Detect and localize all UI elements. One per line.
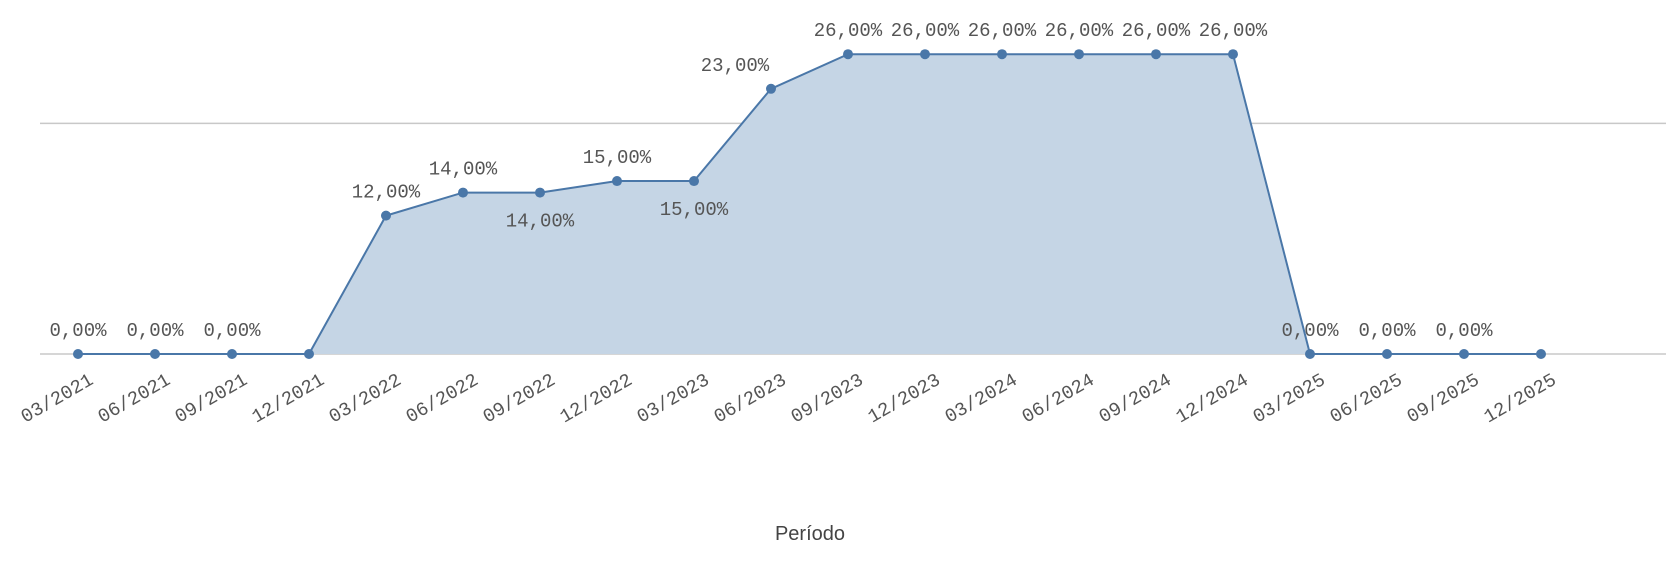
data-label: 23,00% bbox=[701, 55, 770, 77]
x-tick-label: 12/2025 bbox=[1480, 369, 1560, 428]
x-tick-label: 09/2025 bbox=[1403, 369, 1483, 428]
point bbox=[997, 49, 1007, 60]
x-tick-label: 09/2024 bbox=[1095, 369, 1175, 428]
point bbox=[766, 83, 776, 94]
x-tick-label: 09/2023 bbox=[787, 369, 867, 428]
x-axis-title: Período bbox=[775, 523, 845, 545]
point bbox=[689, 176, 699, 187]
data-label: 0,00% bbox=[1435, 320, 1493, 342]
x-tick-label: 12/2024 bbox=[1172, 369, 1252, 428]
data-label: 26,00% bbox=[968, 20, 1037, 42]
data-label: 14,00% bbox=[429, 159, 498, 181]
point bbox=[227, 349, 237, 359]
point bbox=[1536, 349, 1546, 359]
data-label: 14,00% bbox=[506, 211, 575, 233]
data-label: 26,00% bbox=[891, 20, 960, 42]
point bbox=[920, 49, 930, 60]
x-tick-label: 03/2025 bbox=[1249, 369, 1329, 428]
point bbox=[304, 349, 314, 359]
point bbox=[1459, 349, 1469, 359]
x-tick-label: 09/2021 bbox=[171, 369, 251, 428]
data-label: 0,00% bbox=[49, 320, 107, 342]
x-tick-label: 12/2022 bbox=[556, 369, 636, 428]
data-label: 0,00% bbox=[1358, 320, 1416, 342]
point bbox=[612, 176, 622, 187]
x-tick-label: 12/2021 bbox=[248, 369, 328, 428]
point bbox=[381, 210, 391, 221]
data-label: 0,00% bbox=[1281, 320, 1339, 342]
point bbox=[150, 349, 160, 359]
data-label: 26,00% bbox=[1045, 20, 1114, 42]
x-tick-label: 06/2022 bbox=[402, 369, 482, 428]
x-tick-label: 09/2022 bbox=[479, 369, 559, 428]
data-label: 0,00% bbox=[126, 320, 184, 342]
data-label: 26,00% bbox=[1122, 20, 1191, 42]
data-label: 15,00% bbox=[583, 147, 652, 169]
data-label: 26,00% bbox=[814, 20, 883, 42]
data-label: 0,00% bbox=[203, 320, 261, 342]
x-tick-label: 03/2024 bbox=[941, 369, 1021, 428]
point bbox=[1074, 49, 1084, 60]
x-tick-label: 03/2021 bbox=[17, 369, 97, 428]
point bbox=[458, 187, 468, 198]
point bbox=[535, 187, 545, 198]
point bbox=[1151, 49, 1161, 60]
x-tick-label: 06/2021 bbox=[94, 369, 174, 428]
x-tick-label: 06/2024 bbox=[1018, 369, 1098, 428]
line bbox=[78, 53, 1541, 355]
x-tick-label: 03/2023 bbox=[633, 369, 713, 428]
data-label: 15,00% bbox=[660, 199, 729, 221]
area bbox=[78, 54, 1541, 355]
point bbox=[73, 349, 83, 359]
point bbox=[1382, 349, 1392, 359]
x-tick-label: 06/2023 bbox=[710, 369, 790, 428]
x-tick-label: 06/2025 bbox=[1326, 369, 1406, 428]
data-label: 26,00% bbox=[1199, 20, 1268, 42]
point bbox=[1228, 49, 1238, 60]
point bbox=[843, 49, 853, 60]
x-tick-label: 12/2023 bbox=[864, 369, 944, 428]
point bbox=[1305, 349, 1315, 359]
x-tick-label: 03/2022 bbox=[325, 369, 405, 428]
data-label: 12,00% bbox=[352, 182, 421, 204]
